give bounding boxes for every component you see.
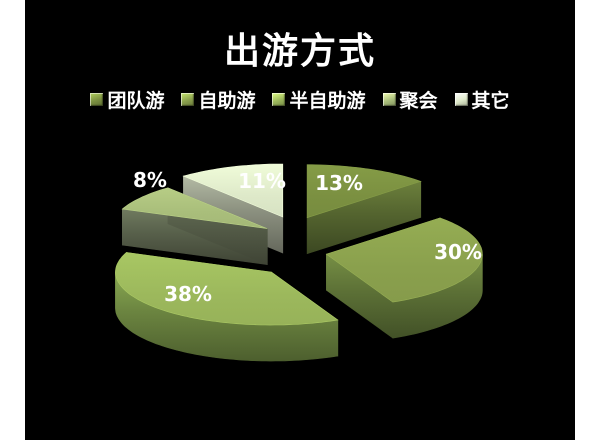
legend-label: 聚会 [399,91,438,112]
legend-marker-icon [454,93,468,106]
legend-marker-icon [382,93,396,106]
legend-item-0: 团队游 [90,86,164,113]
legend-item-2: 半自助游 [272,86,366,113]
legend-marker-icon [272,93,286,106]
chart-legend: 团队游 自助游 半自助游 聚会 其它 [25,86,575,113]
legend-item-4: 其它 [454,86,510,113]
legend-item-3: 聚会 [382,86,438,113]
legend-label: 其它 [471,91,510,112]
legend-label: 团队游 [107,91,165,112]
legend-label: 自助游 [198,91,256,112]
legend-item-1: 自助游 [181,86,255,113]
slide-background: 出游方式 团队游 自助游 半自助游 聚会 其它 [25,0,575,440]
legend-label: 半自助游 [289,91,366,112]
legend-marker-icon [181,93,195,106]
legend-marker-icon [90,93,104,106]
chart-title: 出游方式 [223,31,376,71]
